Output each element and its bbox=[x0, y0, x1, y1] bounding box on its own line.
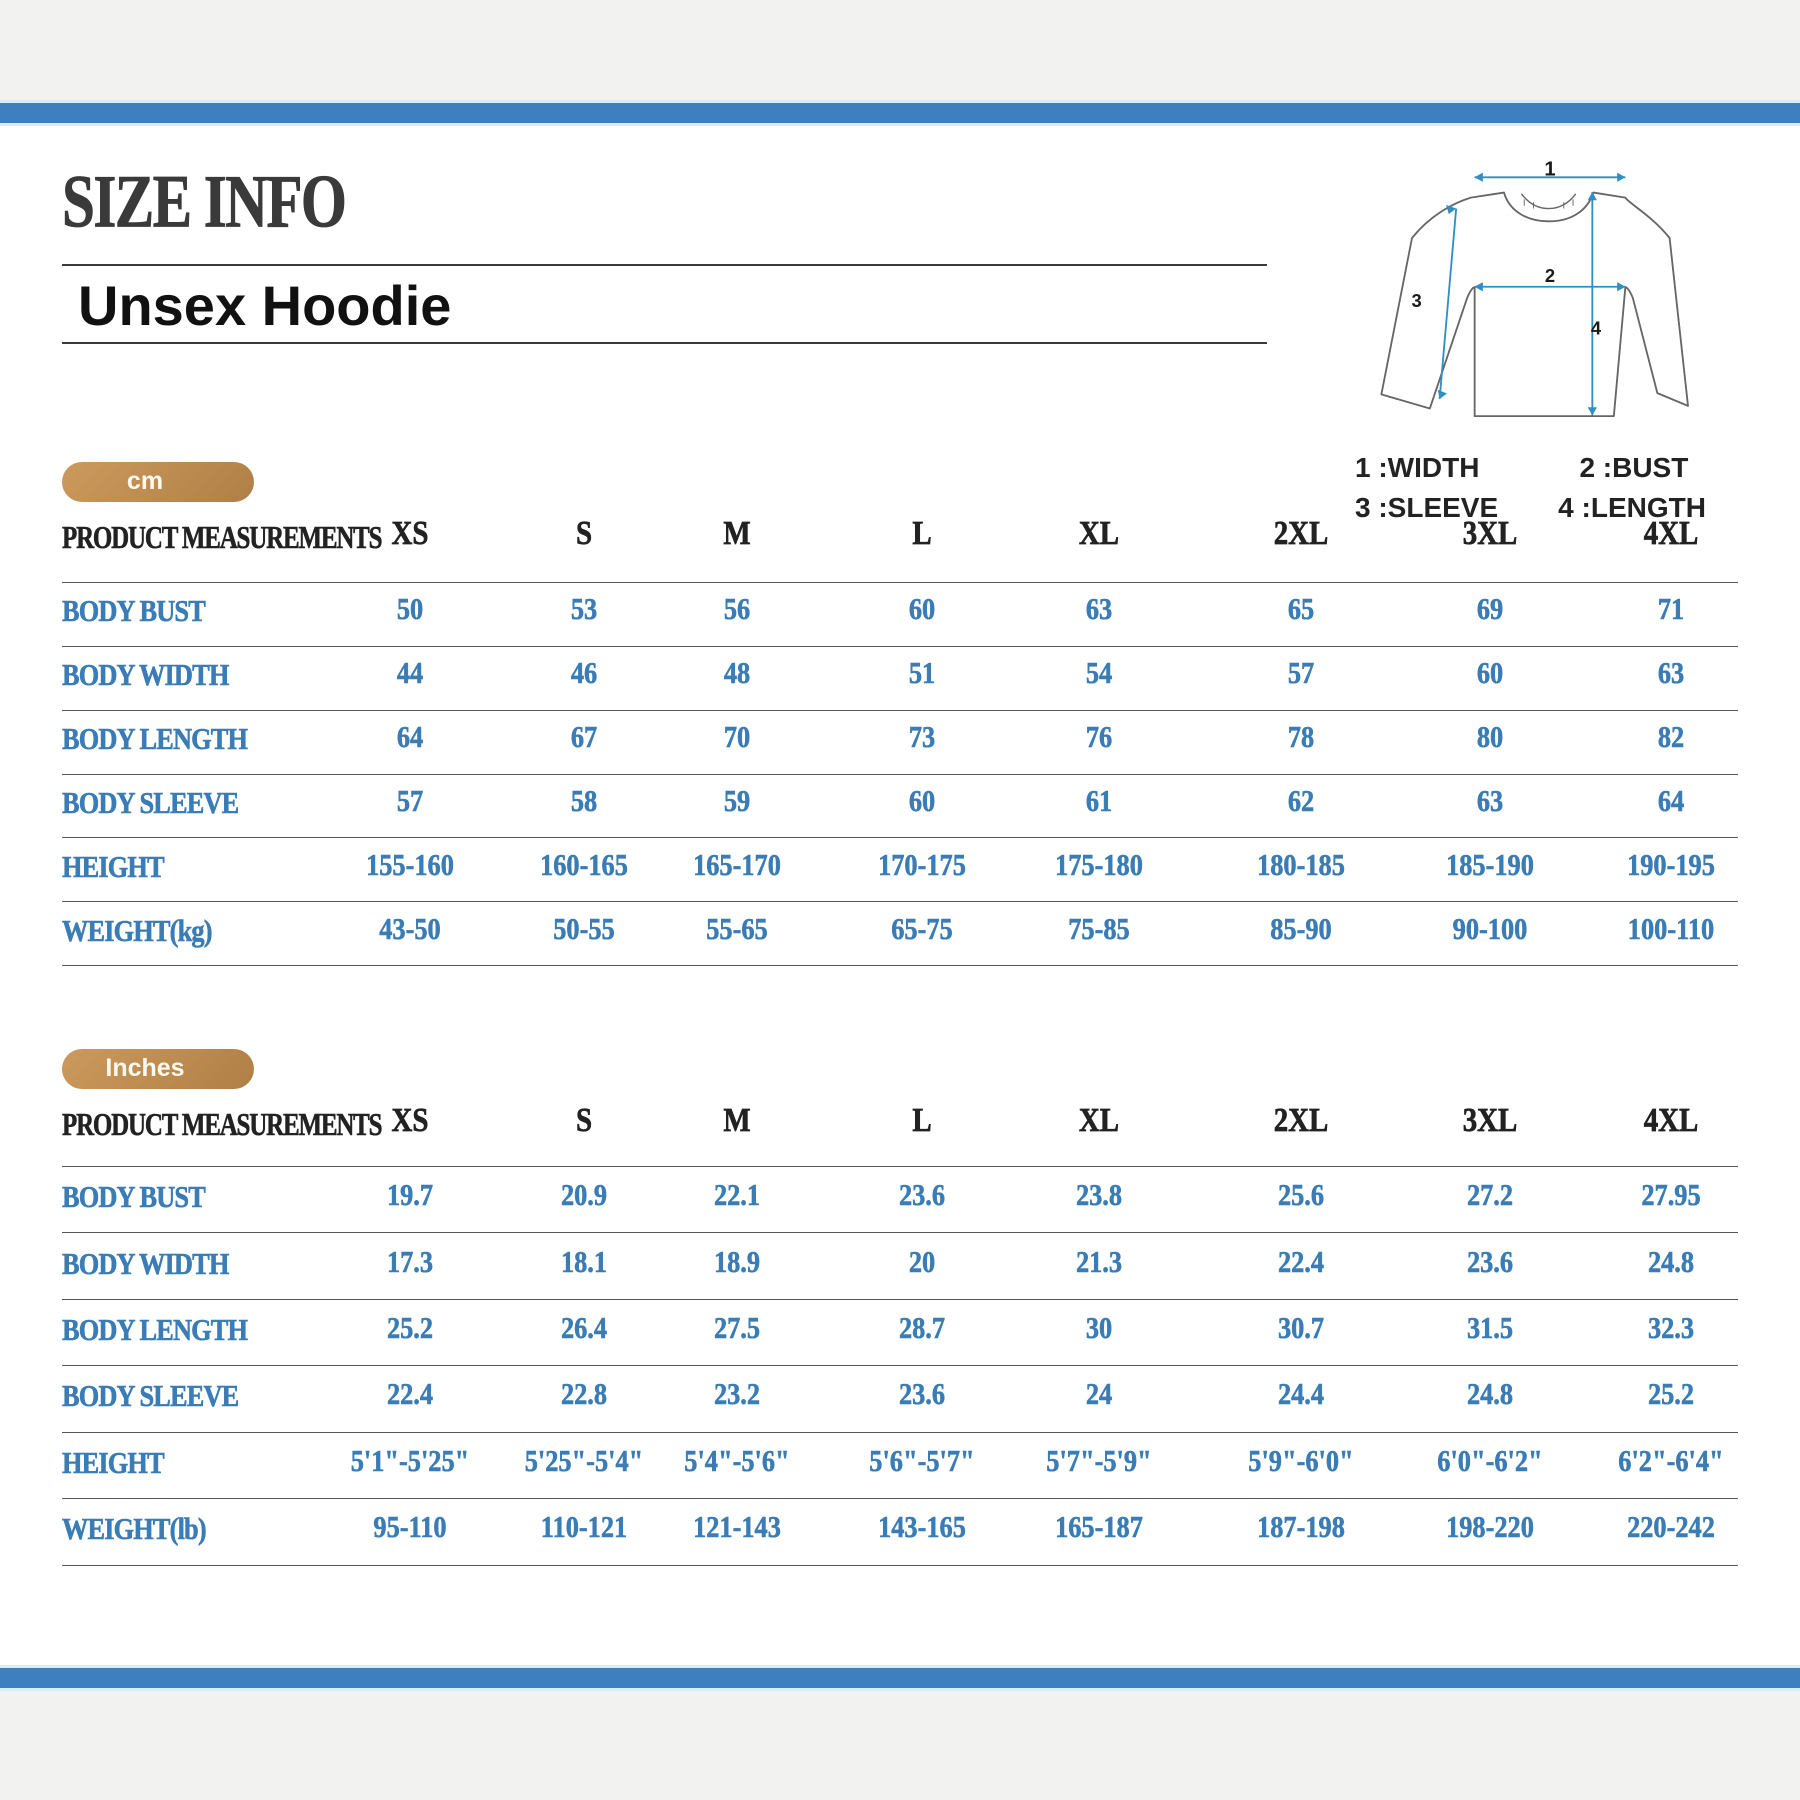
svg-text:2: 2 bbox=[1545, 265, 1555, 286]
svg-text:3: 3 bbox=[1411, 290, 1421, 311]
svg-text:1: 1 bbox=[1544, 158, 1555, 180]
svg-text:4: 4 bbox=[1591, 318, 1602, 339]
